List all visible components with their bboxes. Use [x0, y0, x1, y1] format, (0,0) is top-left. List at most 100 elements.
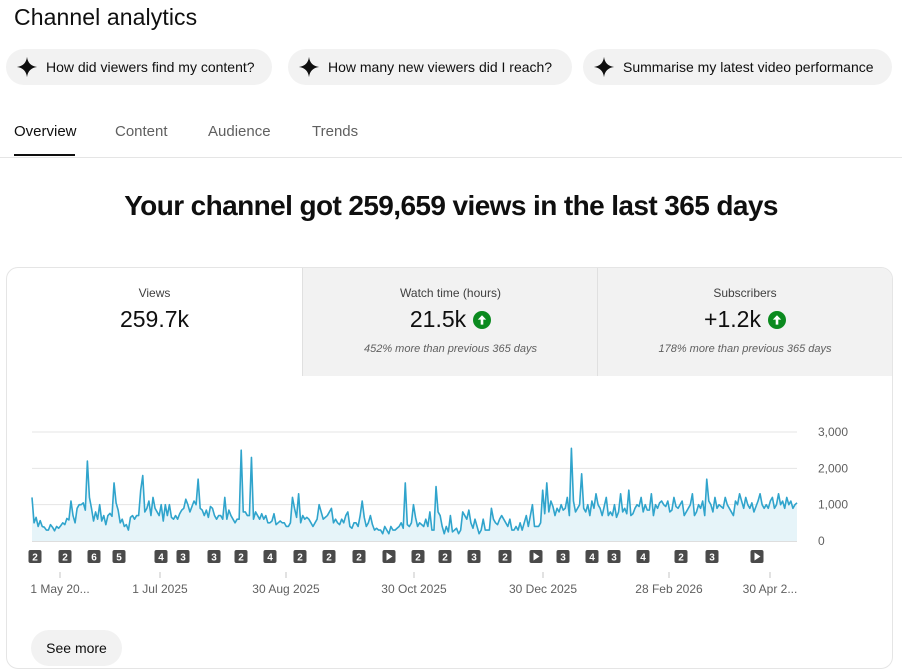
chart-data-point: [399, 526, 400, 527]
tab-trends[interactable]: Trends: [312, 123, 359, 140]
chart-data-point: [583, 508, 584, 509]
metric-value: 21.5k: [303, 306, 598, 333]
chart-data-point: [99, 504, 100, 505]
chart-data-point: [585, 511, 586, 512]
chart-data-point: [327, 515, 328, 516]
suggestion-chip-label: How did viewers find my content?: [46, 59, 255, 75]
suggestion-chip-summarise-video[interactable]: Summarise my latest video performance: [583, 49, 892, 85]
chart-data-point: [355, 522, 356, 523]
chart-data-point: [505, 522, 506, 523]
tab-audience[interactable]: Audience: [208, 123, 271, 140]
metric-views-tab[interactable]: Views 259.7k: [7, 268, 302, 376]
chart-data-point: [649, 510, 650, 511]
metric-watch-time-tab[interactable]: Watch time (hours) 21.5k 452% more than …: [303, 268, 598, 376]
chart-data-point: [302, 515, 303, 516]
chart-data-point: [56, 526, 57, 527]
chart-data-point: [64, 524, 65, 525]
chart-data-point: [72, 515, 73, 516]
chart-data-point: [796, 502, 797, 503]
chart-data-point: [600, 508, 601, 509]
chart-data-point: [374, 530, 375, 531]
chart-data-point: [620, 493, 621, 494]
chart-data-point: [312, 526, 313, 527]
chart-data-point: [466, 519, 467, 520]
chart-data-point: [284, 522, 285, 523]
chart-data-point: [764, 508, 765, 509]
chart-data-point: [257, 515, 258, 516]
chart-data-point: [40, 520, 41, 521]
chart-data-point: [401, 522, 402, 523]
chart-data-point: [788, 504, 789, 505]
chart-data-point: [739, 493, 740, 494]
suggestion-chip-new-viewers[interactable]: How many new viewers did I reach?: [288, 49, 572, 85]
chart-data-point: [663, 504, 664, 505]
chart-data-point: [157, 511, 158, 512]
chart-data-point: [532, 504, 533, 505]
chart-data-point: [122, 519, 123, 520]
chart-data-point: [579, 504, 580, 505]
chart-data-point: [597, 504, 598, 505]
chart-data-point: [608, 515, 609, 516]
metric-comparison: 178% more than previous 365 days: [658, 343, 832, 355]
video-marker-count: 2: [356, 553, 362, 564]
video-marker-count: 3: [471, 553, 477, 564]
chart-data-point: [472, 528, 473, 529]
chart-data-point: [364, 517, 365, 518]
chart-data-point: [731, 511, 732, 512]
chart-data-point: [630, 515, 631, 516]
chart-data-point: [323, 519, 324, 520]
see-more-button[interactable]: See more: [31, 630, 122, 666]
chart-data-point: [733, 515, 734, 516]
chart-data-point: [628, 490, 629, 491]
chart-data-point: [458, 533, 459, 534]
chart-data-point: [476, 526, 477, 527]
chart-data-point: [487, 530, 488, 531]
chart-data-point: [87, 460, 88, 461]
chart-data-point: [278, 522, 279, 523]
chart-data-point: [150, 515, 151, 516]
chart-data-point: [751, 502, 752, 503]
chart-data-point: [772, 497, 773, 498]
chart-data-point: [136, 515, 137, 516]
metric-value: +1.2k: [598, 306, 892, 333]
chart-data-point: [269, 522, 270, 523]
metric-subscribers-tab[interactable]: Subscribers +1.2k 178% more than previou…: [598, 268, 892, 376]
chart-data-point: [684, 515, 685, 516]
chart-data-point: [526, 515, 527, 516]
suggestion-chip-find-content[interactable]: How did viewers find my content?: [6, 49, 272, 85]
chart-data-point: [202, 510, 203, 511]
chart-data-point: [321, 511, 322, 512]
chart-data-point: [440, 515, 441, 516]
chart-data-point: [286, 526, 287, 527]
sparkle-icon: [16, 56, 38, 78]
chart-data-point: [200, 508, 201, 509]
chart-data-point: [743, 508, 744, 509]
chart-data-point: [198, 479, 199, 480]
chart-data-point: [308, 519, 309, 520]
chart-data-point: [193, 500, 194, 501]
tab-content[interactable]: Content: [115, 123, 168, 140]
chart-data-point: [435, 486, 436, 487]
chart-data-point: [142, 475, 143, 476]
chart-data-point: [429, 511, 430, 512]
chart-data-point: [493, 519, 494, 520]
chart-data-point: [54, 530, 55, 531]
metric-value: 259.7k: [7, 306, 302, 333]
chart-data-point: [173, 519, 174, 520]
chart-data-point: [755, 506, 756, 507]
video-marker-count: 2: [678, 553, 684, 564]
chart-data-point: [130, 517, 131, 518]
chart-data-point: [454, 530, 455, 531]
chart-data-point: [368, 522, 369, 523]
views-chart: 3,000 2,000 1,000 0 2 2 6 5 4 3 3 2 4 2 2 2 2 2 3 2 3 4 3 4 2 3 1 …: [28, 425, 848, 596]
chart-data-point: [515, 526, 516, 527]
chart-data-point: [665, 506, 666, 507]
chart-data-point: [558, 511, 559, 512]
chart-data-point: [616, 517, 617, 518]
chart-data-point: [304, 519, 305, 520]
chart-data-point: [450, 515, 451, 516]
chart-data-point: [489, 530, 490, 531]
tab-overview[interactable]: Overview: [14, 123, 77, 140]
chart-data-point: [770, 500, 771, 501]
chart-data-point: [721, 506, 722, 507]
